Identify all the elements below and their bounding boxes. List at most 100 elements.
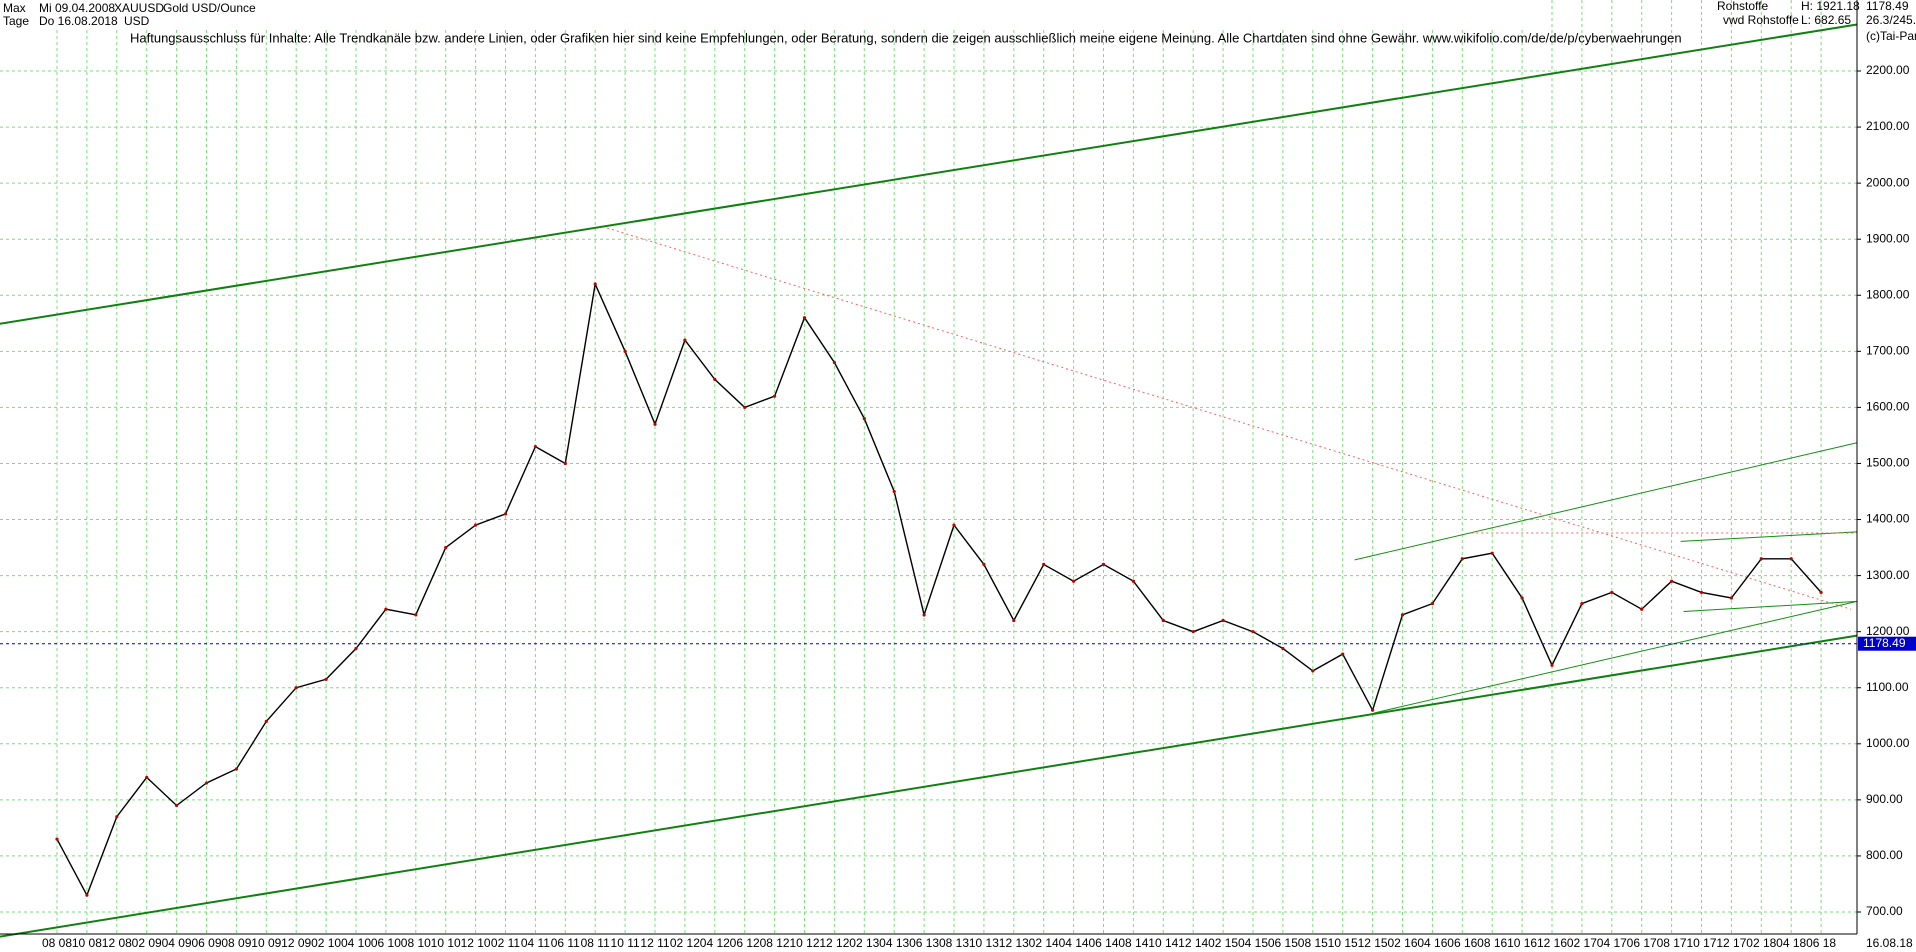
y-tick-label: 900.00	[1866, 792, 1903, 806]
y-tick-label: 1000.00	[1866, 736, 1910, 750]
price-point	[1161, 618, 1165, 623]
y-tick-label: 700.00	[1866, 904, 1903, 918]
y-tick-label: 1800.00	[1866, 287, 1910, 301]
period[interactable]: Tage	[3, 14, 29, 28]
x-tick-label: 04 17	[1597, 936, 1627, 950]
x-tick-label: 06 15	[1268, 936, 1298, 950]
price-point	[175, 803, 179, 808]
current-price-label: 1178.49	[1863, 636, 1906, 650]
trendline	[1354, 442, 1858, 561]
price-point	[1520, 596, 1524, 600]
price-point	[1281, 646, 1285, 651]
x-tick-label: 12 11	[640, 936, 669, 950]
price-point	[1490, 551, 1494, 555]
trendline	[1683, 600, 1858, 612]
x-tick-label: 12 09	[281, 936, 311, 950]
price-point	[294, 686, 298, 690]
price-point	[892, 489, 896, 494]
price-point	[952, 523, 956, 527]
price-point	[1131, 579, 1135, 583]
x-tick-label: 08 16	[1477, 936, 1507, 950]
x-tick-label: 02 14	[1029, 936, 1059, 950]
y-tick-label: 1100.00	[1866, 680, 1909, 694]
x-tick-label: 12 12	[819, 936, 849, 950]
x-tick-label: 04 11	[521, 936, 550, 950]
x-tick-label: 02 11	[491, 936, 520, 950]
price-point	[1699, 590, 1704, 595]
x-tick-label: 08 12	[760, 936, 790, 950]
price-point	[503, 512, 508, 516]
high: H: 1921.18	[1801, 0, 1860, 13]
x-tick-label: 02 17	[1567, 936, 1597, 950]
x-tick-label: 10 09	[251, 936, 281, 950]
trendline	[0, 23, 1858, 325]
x-tick-label: 08 17	[1657, 936, 1687, 950]
x-tick-label: 12 10	[461, 936, 491, 950]
start-date: Mi 09.04.2008	[39, 1, 115, 15]
price-point	[802, 316, 807, 320]
x-tick-label: 04 18	[1776, 936, 1806, 950]
source: vwd Rohstoffe	[1723, 13, 1799, 27]
price-point	[1042, 562, 1046, 566]
x-tick-label: 06 11	[551, 936, 580, 950]
low: L: 682.65	[1801, 13, 1851, 27]
price-point	[234, 767, 238, 771]
plot-area	[0, 0, 1857, 934]
x-tick-label: 06 17	[1627, 936, 1657, 950]
x-tick-label: 10 08	[72, 936, 102, 950]
range[interactable]: Max	[3, 1, 26, 15]
trendline	[1373, 600, 1858, 714]
x-tick-label: 12 16	[1537, 936, 1567, 950]
price-point	[773, 394, 777, 398]
x-tick-label: 08 08	[42, 936, 72, 950]
price-point	[1400, 613, 1405, 617]
x-tick-label: 10 16	[1507, 936, 1537, 950]
x-tick-label: 12 14	[1178, 936, 1208, 950]
x-tick-label: 10 10	[431, 936, 461, 950]
x-tick-label: 06 09	[191, 936, 221, 950]
trendline	[0, 634, 1858, 938]
price-point	[1729, 596, 1733, 600]
price-point	[444, 545, 448, 550]
x-tick-label: 02 18	[1746, 936, 1776, 950]
last-price: 1178.49	[1866, 0, 1909, 13]
price-point	[1819, 590, 1823, 595]
disclaimer: Haftungsausschluss für Inhalte: Alle Tre…	[130, 30, 1682, 45]
price-point	[533, 445, 538, 449]
price-line	[56, 281, 1822, 897]
price-point	[1012, 618, 1016, 623]
price-point	[1221, 618, 1225, 623]
x-tick-label: 04 14	[1059, 936, 1089, 950]
y-tick-label: 1900.00	[1866, 231, 1910, 245]
y-tick-label: 2200.00	[1866, 63, 1910, 77]
price-point	[1670, 579, 1674, 583]
trendline	[607, 227, 1852, 610]
price-point	[115, 815, 119, 819]
price-point	[593, 282, 597, 286]
price-point	[1101, 562, 1106, 566]
y-tick-label: 1600.00	[1866, 400, 1910, 414]
x-tick-label: 02 15	[1208, 936, 1238, 950]
price-point	[1191, 630, 1195, 634]
price-point	[743, 405, 747, 409]
price-point	[474, 523, 478, 527]
instrument-name: Gold USD/Ounce	[163, 1, 256, 15]
x-tick-label: 10 15	[1328, 936, 1358, 950]
x-tick-label: 12 15	[1358, 936, 1388, 950]
price-point	[683, 338, 687, 342]
x-tick-label: 02 09	[132, 936, 162, 950]
price-point	[85, 893, 89, 897]
price-point	[1430, 602, 1434, 606]
price-point	[1311, 669, 1315, 673]
price-point	[713, 377, 717, 381]
x-tick-label: 04 10	[341, 936, 371, 950]
ratio: 26.3/245.5	[1866, 13, 1916, 27]
y-tick-label: 1200.00	[1866, 624, 1910, 638]
symbol: XAUUSD	[114, 1, 164, 15]
price-point	[324, 677, 328, 681]
price-point	[204, 781, 209, 785]
price-point	[1580, 602, 1584, 606]
price-point	[1759, 557, 1763, 561]
price-point	[922, 613, 926, 617]
